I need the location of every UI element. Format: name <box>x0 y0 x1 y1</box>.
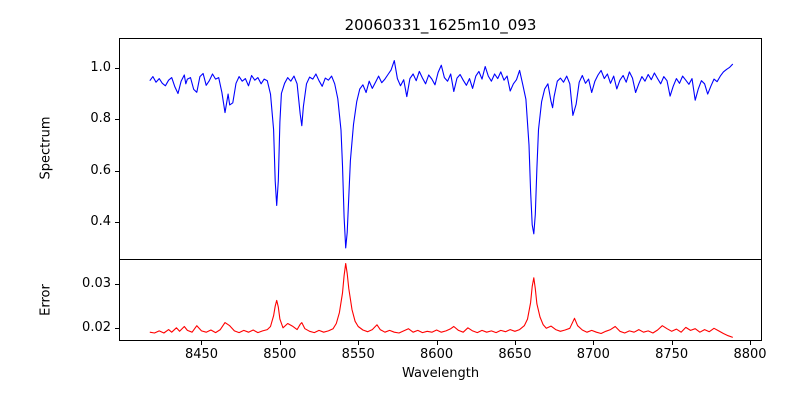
error-y-axis-label: Error <box>38 284 54 316</box>
x-tick-label: 8750 <box>655 347 689 362</box>
x-tick-label: 8650 <box>498 347 532 362</box>
x-tick-mark <box>593 341 595 345</box>
x-tick-label: 8450 <box>184 347 219 362</box>
x-tick-label: 8550 <box>341 347 375 362</box>
error-line <box>149 262 733 338</box>
y-tick-mark <box>115 284 119 286</box>
x-axis-label: Wavelength <box>401 366 480 381</box>
y-tick-mark <box>115 222 119 224</box>
y-tick-label: 1.0 <box>90 59 111 75</box>
x-tick-mark <box>750 341 752 345</box>
spectrum-line-canvas <box>149 60 734 249</box>
spectrum-line <box>149 60 734 249</box>
y-tick-label: 0.03 <box>82 276 111 292</box>
x-tick-mark <box>279 341 281 345</box>
x-tick-label: 8700 <box>576 347 610 362</box>
x-tick-mark <box>514 341 516 345</box>
x-tick-mark <box>436 341 438 345</box>
spectrum-panel <box>119 38 762 260</box>
y-tick-label: 0.02 <box>82 319 111 335</box>
y-tick-mark <box>115 327 119 329</box>
x-tick-mark <box>358 341 360 345</box>
x-tick-mark <box>201 341 203 345</box>
x-tick-label: 8600 <box>420 347 454 362</box>
x-tick-label: 8500 <box>263 347 297 362</box>
plot-title: 20060331_1625m10_093 <box>344 16 537 34</box>
y-tick-mark <box>115 170 119 172</box>
y-tick-mark <box>115 119 119 121</box>
error-line-canvas <box>149 262 733 338</box>
x-tick-mark <box>671 341 673 345</box>
error-panel <box>119 259 762 341</box>
y-tick-label: 0.8 <box>90 111 111 127</box>
spectrum-y-axis-label: Spectrum <box>38 116 54 180</box>
y-tick-mark <box>115 67 119 69</box>
x-tick-label: 8800 <box>733 347 767 362</box>
y-tick-label: 0.6 <box>90 162 111 178</box>
y-tick-label: 0.4 <box>90 214 111 230</box>
